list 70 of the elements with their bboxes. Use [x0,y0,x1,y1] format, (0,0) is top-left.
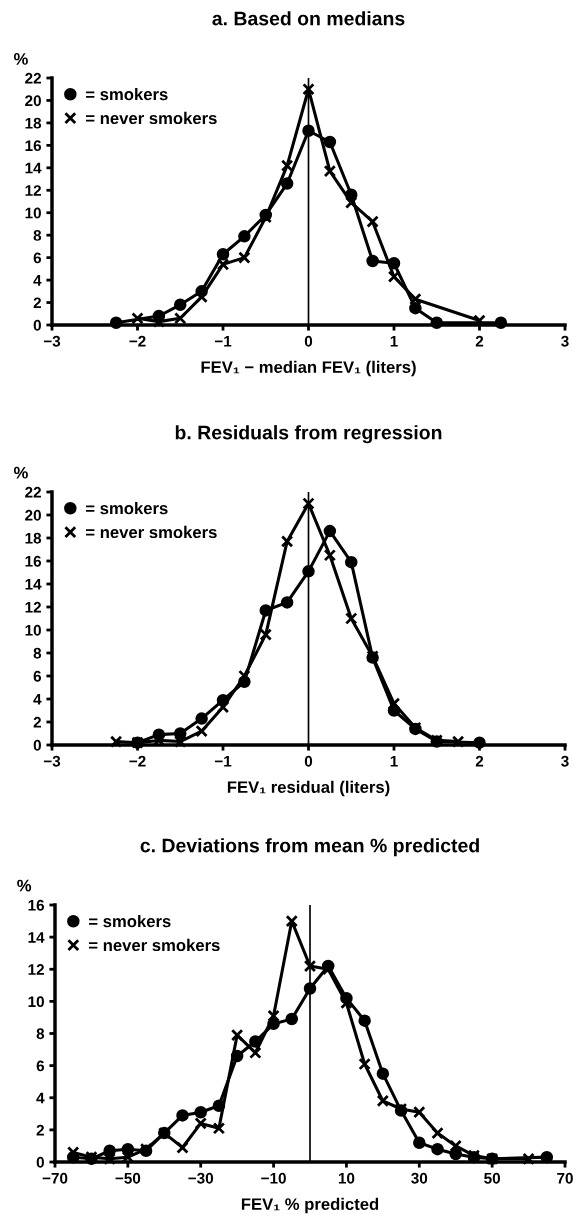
chart-title: b. Residuals from regression [175,425,442,444]
x-axis-title: FEV₁ % predicted [241,1197,379,1214]
x-tick-label: 30 [411,1172,428,1184]
chart-title: a. Based on medians [212,11,405,26]
y-axis-title: % [17,879,32,892]
x-tick-label: 3 [561,335,569,347]
y-tick-label: 14 [25,162,42,174]
y-tick-label: 16 [25,555,42,567]
x-tick-label: 10 [338,1172,355,1184]
legend-label: = never smokers [89,938,220,952]
y-tick-label: 2 [33,716,41,728]
x-tick-label: 0 [304,755,313,767]
x-axis-title: FEV₁ − median FEV₁ (liters) [201,360,416,377]
y-tick-label: 18 [25,532,42,544]
y-tick-label: 18 [25,117,42,129]
y-tick-label: 4 [33,275,42,286]
x-tick-label: −10 [261,1172,286,1184]
y-tick-label: 14 [28,932,45,943]
legend-label: = smokers [89,915,171,928]
y-tick-label: 20 [25,95,41,107]
x-tick-label: 3 [561,755,569,767]
y-tick-label: 2 [36,1124,44,1136]
y-tick-label: 0 [36,1156,44,1168]
y-tick-label: 0 [33,739,41,751]
y-tick-label: 12 [28,964,44,975]
y-tick-label: 12 [25,185,41,196]
legend-label: = smokers [86,502,168,515]
y-tick-label: 14 [25,579,42,590]
y-tick-label: 6 [33,252,42,264]
x-tick-label: 50 [484,1172,501,1184]
y-tick-label: 10 [28,996,44,1008]
x-axis-title: FEV₁ residual (liters) [227,780,390,797]
x-tick-label: 70 [557,1172,573,1184]
y-tick-label: 16 [28,899,45,911]
x-tick-label: −2 [129,755,146,767]
chart-title: c. Deviations from mean % predicted [140,838,479,857]
y-tick-label: 8 [36,1028,45,1040]
y-axis-title: % [13,53,28,65]
y-tick-label: 16 [25,140,42,152]
y-tick-label: 10 [25,624,41,636]
y-tick-label: 6 [33,670,42,682]
y-tick-label: 22 [25,486,41,498]
x-tick-label: 1 [390,755,398,767]
x-tick-label: −1 [214,755,232,767]
x-tick-label: 2 [475,335,484,347]
y-axis-title: % [13,466,28,479]
x-tick-label: −70 [42,1172,68,1184]
x-tick-label: −3 [43,755,61,767]
x-tick-label: 0 [304,335,313,347]
legend-label: = smokers [86,88,168,101]
y-tick-label: 4 [33,694,42,705]
y-tick-label: 0 [33,319,41,331]
x-tick-label: 2 [475,755,484,767]
legend-label: = never smokers [86,111,217,125]
y-tick-label: 22 [25,72,41,84]
legend-label: = never smokers [86,525,217,539]
y-tick-label: 2 [33,297,41,309]
y-tick-label: 6 [36,1060,45,1072]
y-tick-label: 8 [33,230,42,241]
x-tick-label: −50 [115,1172,141,1184]
x-tick-label: −30 [188,1172,214,1184]
y-tick-label: 4 [36,1092,45,1104]
y-tick-label: 12 [25,601,41,613]
x-tick-label: 1 [390,335,398,347]
x-tick-label: −3 [43,335,61,347]
y-tick-label: 8 [33,647,42,659]
y-tick-label: 10 [25,207,41,219]
x-tick-label: −2 [129,335,146,347]
x-tick-label: −1 [214,335,232,347]
y-tick-label: 20 [25,509,41,521]
